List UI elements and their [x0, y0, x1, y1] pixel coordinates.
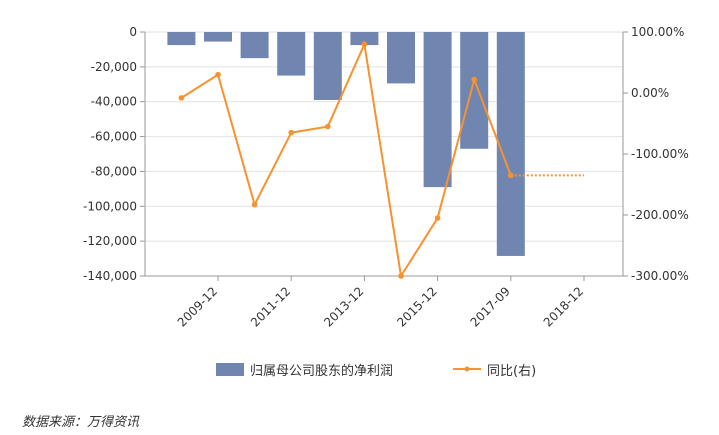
left-tick-label: -60,000 [91, 130, 137, 144]
left-tick-label: -140,000 [83, 269, 137, 283]
yoy-point [251, 201, 258, 208]
left-axis-ticks: 0 -20,000 -40,000 -60,000 -80,000 -100,000 -12… [83, 25, 145, 283]
x-tick-label: 2017-09 [468, 284, 513, 329]
bar [460, 32, 489, 149]
x-tick-label: 2018-12 [541, 284, 586, 329]
bar [277, 32, 306, 76]
bar-series [167, 32, 525, 256]
line-series [178, 40, 584, 279]
legend-bar-swatch [216, 363, 244, 376]
x-tick-label: 2011-12 [248, 284, 293, 329]
x-tick-label: 2013-12 [321, 284, 366, 329]
yoy-point [508, 172, 514, 179]
legend-line-label: 同比(右) [487, 364, 536, 379]
bar [423, 32, 452, 188]
right-tick-label: 0.00% [631, 86, 669, 100]
chart: 0 -20,000 -40,000 -60,000 -80,000 -100,000 -12… [83, 25, 689, 379]
source-note: 数据来源：万得资讯 [22, 415, 140, 430]
yoy-point [215, 71, 221, 78]
bar [167, 32, 196, 46]
x-tick-label: 2009-12 [175, 284, 220, 329]
bar [496, 32, 525, 256]
bar [350, 32, 379, 46]
right-tick-label: -100.00% [631, 147, 689, 161]
bar [204, 32, 232, 42]
left-tick-label: -100,000 [83, 199, 137, 213]
yoy-point [434, 215, 441, 221]
left-tick-label: -40,000 [91, 95, 137, 109]
yoy-line [180, 40, 512, 279]
yoy-point [288, 129, 295, 136]
legend: 归属母公司股东的净利润 同比(右) [216, 363, 536, 379]
right-tick-label: -200.00% [631, 208, 689, 222]
legend-bar-label: 归属母公司股东的净利润 [250, 363, 393, 379]
right-tick-label: -300.00% [631, 269, 689, 283]
grid-lines [145, 31, 623, 277]
left-tick-label: -80,000 [91, 164, 137, 178]
x-axis-ticks: 2009-12 2011-12 2013-12 2015-12 2017-09 2018-… [175, 276, 586, 330]
yoy-point [178, 95, 185, 101]
left-tick-label: -120,000 [83, 234, 137, 248]
axes [144, 32, 624, 277]
right-tick-label: 100.00% [631, 25, 684, 39]
right-axis-ticks: 100.00% 0.00% -100.00% -200.00% -300.00% [623, 25, 689, 283]
bar [313, 32, 342, 100]
yoy-point [398, 273, 404, 279]
left-tick-label: 0 [129, 25, 137, 39]
bar [387, 32, 415, 84]
legend-line-marker [464, 366, 470, 372]
yoy-point [471, 76, 478, 83]
yoy-point [325, 123, 331, 130]
left-tick-label: -20,000 [91, 60, 137, 74]
bar [240, 32, 269, 59]
x-tick-label: 2015-12 [394, 284, 439, 329]
yoy-point [361, 41, 368, 47]
